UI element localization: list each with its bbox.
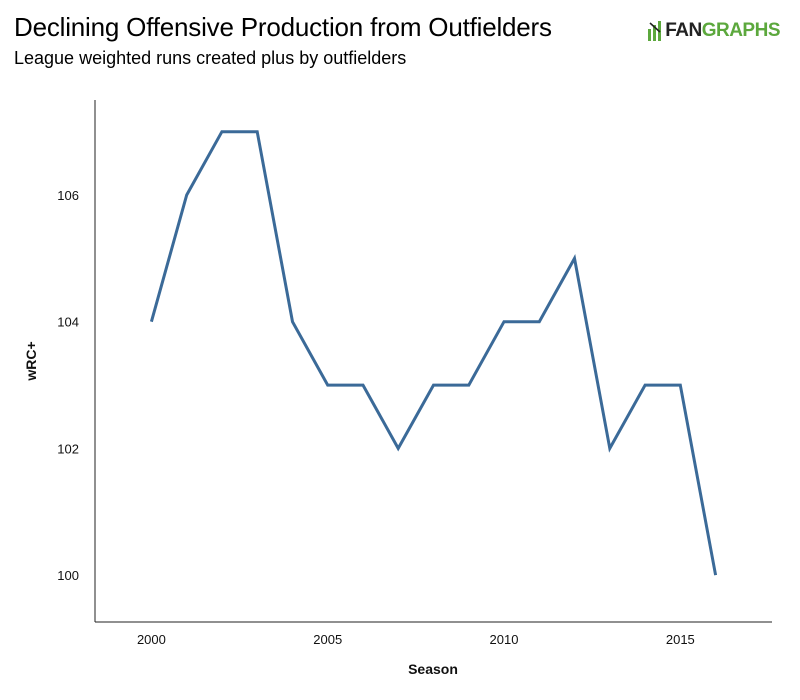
chart-subtitle: League weighted runs created plus by out… — [14, 48, 407, 68]
y-tick-label: 102 — [57, 441, 79, 456]
y-tick-label: 106 — [57, 188, 79, 203]
x-tick-label: 2000 — [137, 632, 166, 647]
y-tick-label: 104 — [57, 315, 79, 330]
chart-title: Declining Offensive Production from Outf… — [14, 12, 552, 42]
x-axis-title: Season — [408, 661, 458, 677]
x-tick-label: 2015 — [666, 632, 695, 647]
x-tick-labels: 2000 2005 2010 2015 — [137, 632, 695, 647]
series-line — [149, 130, 718, 576]
y-axis-title: wRC+ — [23, 341, 39, 381]
y-tick-label: 100 — [57, 568, 79, 583]
logo-text-fan: FAN — [665, 20, 702, 41]
logo-text-graphs: GRAPHS — [701, 20, 781, 41]
batter-icon — [648, 21, 662, 41]
y-tick-labels: 100 102 104 106 — [57, 188, 79, 583]
series-group — [149, 130, 718, 576]
x-tick-label: 2010 — [490, 632, 519, 647]
fangraphs-logo: FAN GRAPHS — [647, 20, 781, 42]
x-tick-label: 2005 — [313, 632, 342, 647]
